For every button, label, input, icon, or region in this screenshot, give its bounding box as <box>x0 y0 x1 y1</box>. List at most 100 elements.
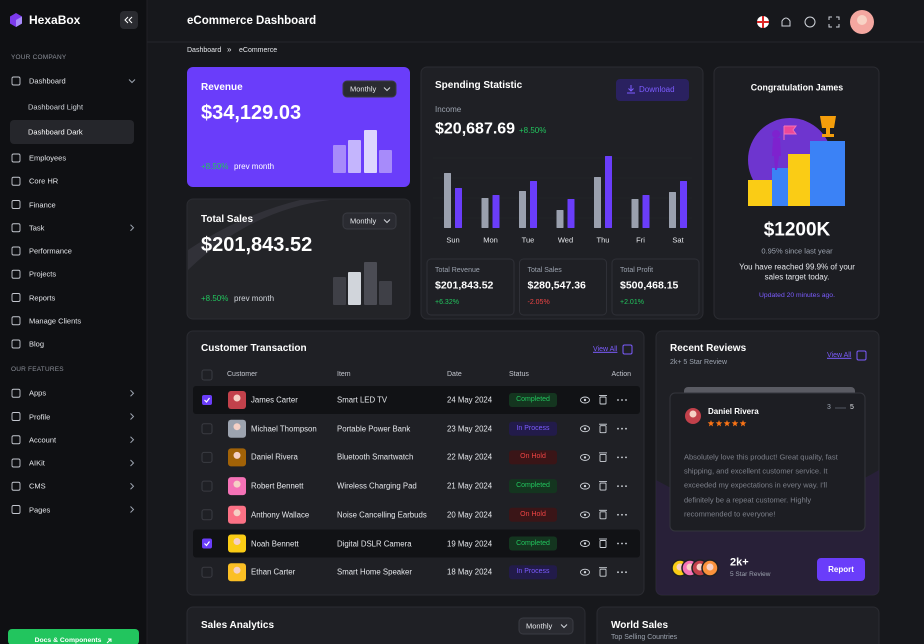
report-label[interactable]: Report <box>828 564 854 574</box>
chevron-icon <box>130 459 135 467</box>
view-icon[interactable] <box>580 482 590 490</box>
stat-value: $201,843.52 <box>435 279 494 292</box>
submenu-item[interactable]: Dashboard Dark <box>28 127 83 137</box>
delete-icon[interactable] <box>599 540 607 548</box>
period-dropdown[interactable] <box>342 212 397 230</box>
more-icon[interactable] <box>621 399 623 401</box>
spending-card <box>420 66 704 320</box>
menu-item[interactable]: Task <box>29 223 45 233</box>
review-text: Absolutely love this product! Great qual… <box>684 452 838 519</box>
menu-item[interactable]: CMS <box>29 481 46 491</box>
menu-item[interactable]: Blog <box>29 339 45 349</box>
delete-icon[interactable] <box>599 453 607 462</box>
more-icon[interactable] <box>625 456 627 459</box>
checkbox-checked[interactable] <box>202 395 212 405</box>
view-all-icon[interactable] <box>622 344 633 355</box>
fullscreen-icon[interactable] <box>828 16 840 28</box>
view-icon[interactable] <box>580 396 590 404</box>
congrats-subtitle: 0.95% since last year <box>761 246 833 256</box>
delete-icon[interactable] <box>599 568 607 577</box>
menu-item[interactable]: Core HR <box>29 176 59 186</box>
menu-item[interactable]: Reports <box>29 293 56 302</box>
more-icon[interactable] <box>625 542 627 545</box>
more-icon[interactable] <box>625 513 627 516</box>
view-icon-pupil <box>583 484 587 488</box>
delete-icon[interactable] <box>599 396 607 405</box>
period-dropdown[interactable] <box>518 617 574 635</box>
docs-button[interactable] <box>8 629 139 644</box>
menu-item[interactable]: Pages <box>29 505 51 514</box>
checkbox[interactable] <box>201 451 213 463</box>
more-icon[interactable] <box>621 542 623 545</box>
more-icon[interactable] <box>625 571 627 574</box>
stat-label: Total Revenue <box>435 266 480 274</box>
view-icon[interactable] <box>580 568 590 576</box>
more-icon[interactable] <box>617 542 619 545</box>
menu-item[interactable]: Performance <box>29 246 72 256</box>
view-icon[interactable] <box>580 511 590 519</box>
menu-item[interactable]: Profile <box>29 412 51 421</box>
more-icon[interactable] <box>621 456 623 459</box>
menu-item[interactable]: Manage Clients <box>29 316 82 326</box>
more-icon[interactable] <box>621 571 623 574</box>
period-dropdown-label[interactable]: Monthly <box>350 84 377 94</box>
view-icon[interactable] <box>580 453 590 461</box>
delete-icon[interactable] <box>599 482 607 491</box>
menu-item[interactable]: Account <box>29 435 57 445</box>
reviewer-name: Daniel Rivera <box>708 407 759 417</box>
menu-item[interactable]: Projects <box>29 269 57 279</box>
review-count-label: 5 Star Review <box>730 571 771 579</box>
view-all-link[interactable]: View All <box>827 351 852 359</box>
card-value: $201,843.52 <box>201 234 313 256</box>
illustration-bar <box>772 168 790 206</box>
chat-icon[interactable] <box>804 16 816 28</box>
report-button[interactable] <box>817 558 865 581</box>
period-dropdown-label[interactable]: Monthly <box>350 216 377 226</box>
period-dropdown[interactable] <box>342 80 397 98</box>
view-all-link[interactable]: View All <box>593 345 618 353</box>
view-all-icon[interactable] <box>856 350 867 361</box>
card-title: Total Sales <box>201 214 254 225</box>
more-icon[interactable] <box>617 485 619 487</box>
bar <box>492 195 500 228</box>
more-icon[interactable] <box>621 427 623 430</box>
checkbox[interactable] <box>201 566 213 578</box>
period-dropdown-label[interactable]: Monthly <box>526 621 553 631</box>
x-tick-label: Wed <box>557 235 574 245</box>
menu-icon <box>11 76 21 86</box>
download-button[interactable] <box>616 79 689 101</box>
delete-icon[interactable] <box>599 511 607 520</box>
checkbox[interactable] <box>201 423 213 435</box>
view-icon[interactable] <box>580 540 590 547</box>
view-icon[interactable] <box>580 425 590 433</box>
review-pages: 5 <box>850 403 854 411</box>
download-label[interactable]: Download <box>639 85 675 95</box>
bell-icon[interactable] <box>781 17 791 27</box>
breadcrumb-item[interactable]: Dashboard <box>187 46 222 54</box>
view-icon-pupil <box>583 398 587 402</box>
more-icon[interactable] <box>617 427 619 430</box>
checkbox[interactable] <box>201 509 213 521</box>
more-icon[interactable] <box>621 513 623 516</box>
checkbox[interactable] <box>201 369 213 381</box>
checkbox[interactable] <box>201 480 213 492</box>
more-icon[interactable] <box>625 485 627 487</box>
more-icon[interactable] <box>617 513 619 516</box>
menu-item[interactable]: Apps <box>29 388 47 398</box>
delete-icon[interactable] <box>599 425 607 434</box>
more-icon[interactable] <box>617 456 619 459</box>
menu-item[interactable]: Employees <box>29 153 67 163</box>
more-icon[interactable] <box>625 427 627 430</box>
checkbox-checked[interactable] <box>202 538 212 549</box>
more-icon[interactable] <box>621 485 623 487</box>
menu-item[interactable]: Finance <box>29 200 56 209</box>
more-icon[interactable] <box>617 399 619 401</box>
menu-item[interactable]: Dashboard <box>29 76 66 86</box>
submenu-item[interactable]: Dashboard Light <box>28 102 84 111</box>
chevron-icon <box>560 624 568 629</box>
more-icon[interactable] <box>625 399 627 401</box>
docs-button-label[interactable]: Docs & Components <box>34 636 102 644</box>
menu-item[interactable]: AIKit <box>29 458 45 468</box>
rating-star <box>731 420 739 427</box>
more-icon[interactable] <box>617 571 619 574</box>
